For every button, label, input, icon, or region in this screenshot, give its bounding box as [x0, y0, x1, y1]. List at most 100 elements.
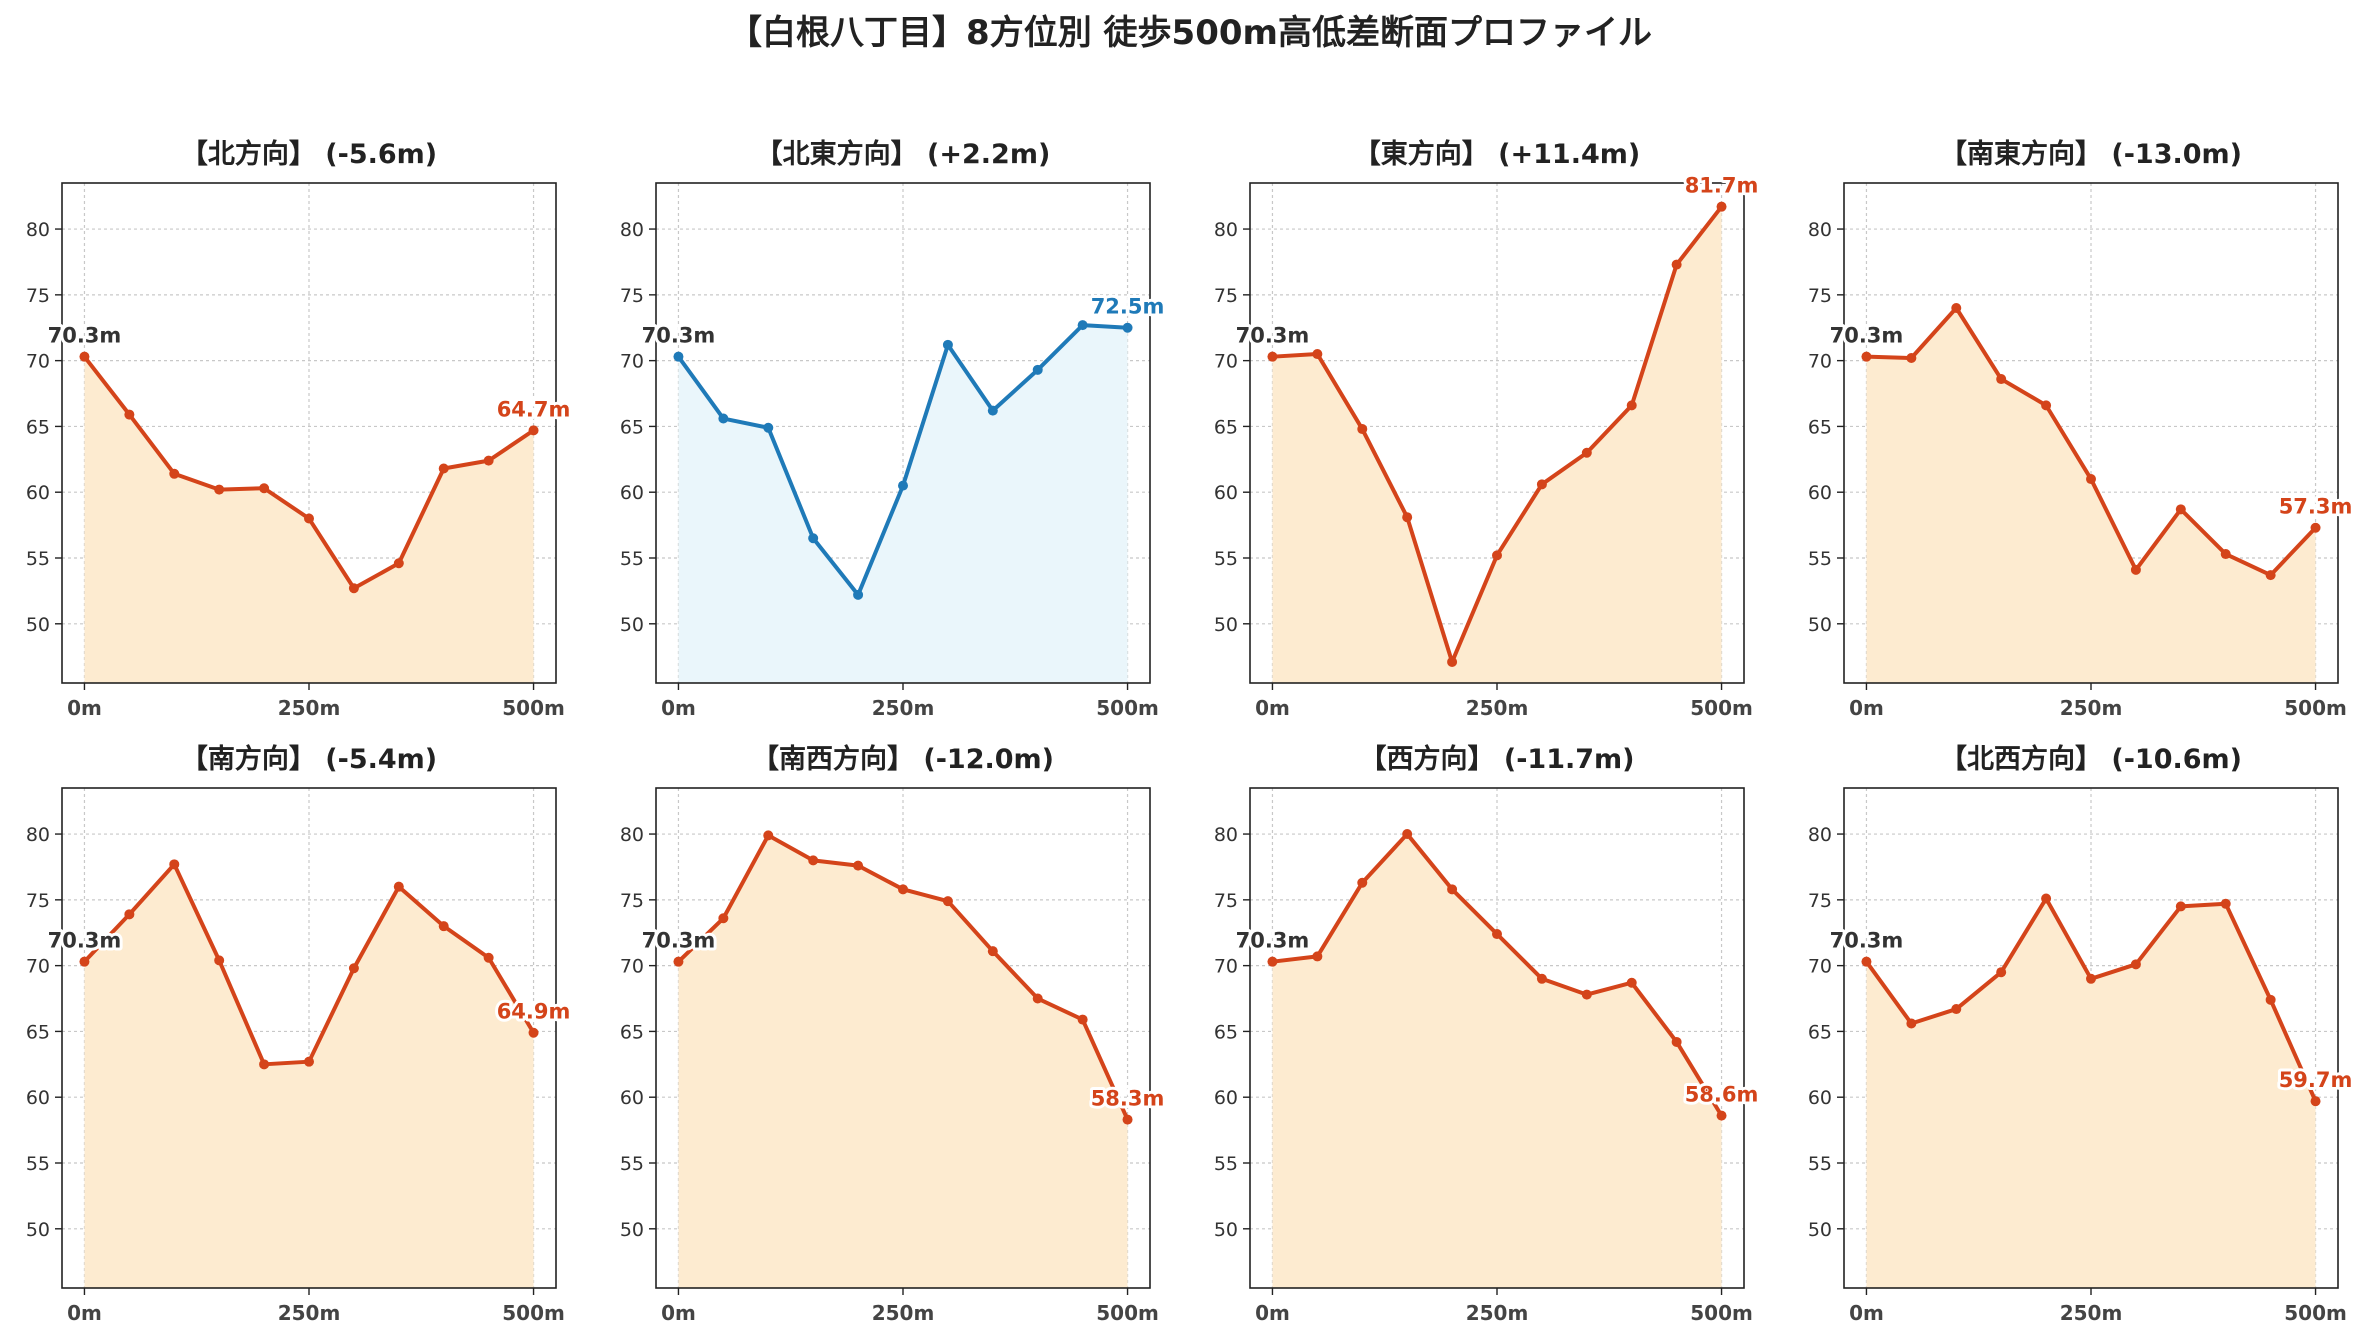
y-tick-label: 80	[620, 219, 644, 241]
data-point	[2265, 994, 2276, 1005]
end-value-label: 64.7m	[497, 397, 571, 421]
start-value-label: 70.3m	[1236, 929, 1310, 953]
data-point	[1447, 656, 1458, 667]
y-tick-label: 80	[26, 219, 50, 241]
data-point	[2265, 570, 2276, 581]
panel-1: 【北方向】 (-5.6m) 50 55 60 65 70 75 80 0m 250m 500m 70.…	[26, 138, 574, 720]
y-tick-label: 75	[1214, 890, 1238, 912]
y-tick-label: 55	[1214, 548, 1238, 570]
data-point	[2041, 893, 2052, 904]
y-tick-label: 70	[26, 351, 50, 373]
x-tick-label: 0m	[67, 1301, 102, 1325]
y-tick-label: 55	[620, 1153, 644, 1175]
y-tick-label: 50	[26, 1219, 50, 1241]
y-tick-label: 55	[1808, 548, 1832, 570]
data-point	[1626, 400, 1637, 411]
area-fill	[1866, 898, 2316, 1288]
data-point	[1447, 884, 1458, 895]
data-point	[348, 583, 359, 594]
y-tick-label: 60	[620, 482, 644, 504]
x-tick-label: 250m	[872, 1301, 935, 1325]
data-point	[438, 921, 449, 932]
data-point	[1402, 829, 1413, 840]
data-point	[259, 483, 270, 494]
data-point	[2041, 400, 2052, 411]
y-tick-label: 80	[620, 824, 644, 846]
y-tick-label: 70	[620, 351, 644, 373]
data-point	[1906, 353, 1917, 363]
x-tick-label: 0m	[1255, 1301, 1290, 1325]
data-point	[1996, 374, 2007, 385]
end-value-label: 59.7m	[2279, 1068, 2353, 1092]
data-point	[718, 413, 729, 424]
panel-4: 【南東方向】 (-13.0m) 50 55 60 65 70 75 80 0m 250m 500m 7…	[1808, 138, 2356, 720]
y-tick-label: 70	[1214, 956, 1238, 978]
data-point	[2086, 973, 2096, 984]
data-point	[259, 1059, 270, 1070]
x-tick-label: 250m	[872, 696, 935, 720]
data-point	[1122, 1114, 1133, 1125]
data-point	[2175, 901, 2186, 912]
y-tick-label: 55	[26, 1153, 50, 1175]
y-tick-label: 55	[620, 548, 644, 570]
end-value-label: 58.3m	[1091, 1087, 1165, 1111]
x-tick-label: 0m	[1849, 1301, 1884, 1325]
start-value-label: 70.3m	[1830, 929, 1904, 953]
data-point	[483, 455, 494, 466]
data-point	[673, 351, 684, 362]
data-point	[1716, 201, 1727, 212]
y-tick-label: 75	[26, 890, 50, 912]
start-value-label: 70.3m	[642, 324, 716, 348]
data-point	[1951, 1004, 1962, 1015]
y-tick-label: 75	[1214, 285, 1238, 307]
x-tick-label: 500m	[502, 696, 565, 720]
data-point	[528, 1027, 539, 1038]
data-point	[942, 896, 953, 907]
data-point	[1492, 929, 1502, 940]
y-tick-label: 75	[26, 285, 50, 307]
y-tick-label: 50	[1214, 614, 1238, 636]
y-tick-label: 50	[26, 614, 50, 636]
x-tick-label: 500m	[1690, 696, 1753, 720]
data-point	[1312, 349, 1323, 360]
data-point	[214, 955, 225, 966]
data-point	[214, 484, 225, 495]
data-point	[1581, 447, 1592, 458]
y-tick-label: 70	[620, 956, 644, 978]
x-tick-label: 250m	[278, 1301, 341, 1325]
data-point	[1581, 989, 1592, 1000]
y-tick-label: 50	[1808, 614, 1832, 636]
y-tick-label: 50	[620, 1219, 644, 1241]
data-point	[808, 855, 819, 866]
data-point	[853, 589, 864, 600]
y-tick-label: 65	[26, 1021, 50, 1043]
data-point	[124, 909, 135, 920]
area-fill	[678, 835, 1128, 1288]
data-point	[2175, 504, 2186, 515]
x-tick-label: 250m	[1466, 696, 1529, 720]
y-tick-label: 65	[1808, 1021, 1832, 1043]
y-tick-label: 75	[1808, 890, 1832, 912]
y-tick-label: 65	[620, 1021, 644, 1043]
data-point	[808, 533, 819, 544]
end-value-label: 64.9m	[497, 1000, 571, 1024]
x-tick-label: 250m	[1466, 1301, 1529, 1325]
x-tick-label: 500m	[1690, 1301, 1753, 1325]
panel-title: 【北方向】 (-5.6m)	[181, 138, 437, 170]
start-value-label: 70.3m	[1830, 324, 1904, 348]
x-tick-label: 0m	[661, 696, 696, 720]
data-point	[763, 830, 774, 841]
start-value-label: 70.3m	[1236, 324, 1310, 348]
data-point	[304, 1056, 314, 1067]
y-tick-label: 70	[26, 956, 50, 978]
end-value-label: 81.7m	[1685, 174, 1759, 198]
x-tick-label: 500m	[2284, 1301, 2347, 1325]
y-tick-label: 55	[1214, 1153, 1238, 1175]
panel-3: 【東方向】 (+11.4m) 50 55 60 65 70 75 80 0m 250m 500m 70…	[1214, 138, 1762, 720]
data-point	[1951, 303, 1962, 313]
y-tick-label: 60	[1214, 482, 1238, 504]
data-point	[763, 422, 774, 433]
area-fill	[678, 325, 1128, 683]
data-point	[1357, 424, 1368, 435]
x-tick-label: 250m	[278, 696, 341, 720]
